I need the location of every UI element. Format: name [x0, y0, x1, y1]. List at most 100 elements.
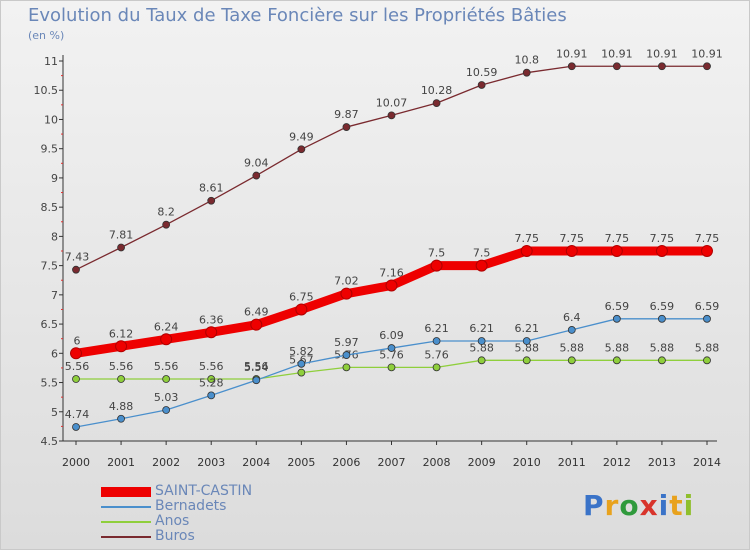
data-point-bernadets-0 [72, 423, 80, 431]
y-tick-label-3: 6 [51, 347, 58, 360]
data-label-anos-4: 5.56 [244, 360, 269, 373]
data-label-buros-5: 9.49 [289, 130, 314, 143]
data-point-bernadets-2 [162, 406, 171, 414]
data-label-buros-7: 10.07 [376, 96, 408, 109]
data-point-buros-13 [658, 62, 666, 71]
y-tick-label-1: 5 [51, 406, 58, 419]
data-point-saint-castin-9 [475, 259, 488, 272]
data-label-bernadets-13: 6.59 [650, 300, 675, 313]
data-label-bernadets-4: 5.54 [244, 361, 269, 374]
data-label-saint-castin-5: 6.75 [289, 290, 314, 303]
data-point-buros-2 [162, 220, 171, 229]
data-point-buros-14 [703, 62, 711, 71]
data-label-anos-0: 5.56 [65, 360, 90, 373]
logo-letter: i [658, 489, 670, 522]
data-point-anos-9 [477, 356, 486, 365]
data-point-saint-castin-6 [340, 287, 353, 300]
data-label-bernadets-1: 4.88 [109, 400, 134, 413]
data-label-saint-castin-4: 6.49 [244, 306, 269, 319]
data-point-saint-castin-3 [205, 326, 218, 339]
data-point-bernadets-7 [387, 344, 396, 352]
data-point-buros-3 [207, 196, 216, 205]
data-label-anos-8: 5.76 [424, 348, 449, 361]
y-tick-label-5: 7 [51, 289, 58, 302]
x-tick-label-1: 2001 [107, 456, 135, 469]
data-point-anos-5 [297, 368, 306, 377]
data-point-bernadets-1 [117, 414, 125, 423]
data-label-bernadets-5: 5.82 [289, 345, 314, 358]
logo-letter: i [683, 489, 695, 522]
x-tick-label-13: 2013 [648, 456, 676, 469]
data-point-anos-13 [658, 356, 666, 365]
data-point-saint-castin-13 [655, 245, 668, 257]
legend-item-anos: Anos [101, 513, 321, 530]
legend-swatch-anos [101, 521, 151, 523]
data-label-buros-1: 7.81 [109, 228, 134, 241]
data-point-buros-10 [522, 68, 531, 77]
logo-letter: r [604, 489, 620, 522]
y-tick-label-11: 10 [44, 113, 58, 126]
data-point-saint-castin-0 [70, 347, 82, 360]
y-tick-label-4: 6.5 [41, 318, 59, 331]
data-label-bernadets-10: 6.21 [514, 322, 539, 335]
data-point-buros-4 [252, 171, 261, 180]
data-label-buros-6: 9.87 [334, 108, 359, 121]
data-label-buros-10: 10.8 [514, 54, 539, 67]
data-label-buros-11: 10.91 [556, 47, 588, 60]
data-point-saint-castin-14 [701, 245, 713, 257]
data-label-anos-10: 5.88 [514, 341, 539, 354]
data-label-bernadets-0: 4.74 [65, 408, 90, 421]
data-label-saint-castin-0: 6 [74, 334, 81, 347]
data-label-buros-2: 8.2 [157, 206, 175, 219]
data-point-saint-castin-11 [565, 245, 578, 257]
x-tick-label-5: 2005 [287, 456, 315, 469]
data-point-buros-0 [72, 265, 80, 274]
data-point-bernadets-6 [342, 351, 351, 359]
x-tick-label-4: 2004 [242, 456, 270, 469]
data-point-bernadets-3 [207, 391, 216, 400]
legend-item-saint-castin: SAINT-CASTIN [101, 483, 321, 500]
legend-swatch-saint-castin [101, 487, 151, 497]
legend-label-anos: Anos [155, 513, 190, 529]
data-point-anos-6 [342, 363, 351, 372]
data-label-saint-castin-9: 7.5 [473, 247, 491, 260]
data-point-saint-castin-10 [520, 245, 533, 257]
data-label-anos-14: 5.88 [695, 341, 720, 354]
data-label-saint-castin-8: 7.5 [428, 247, 446, 260]
data-point-saint-castin-8 [430, 259, 443, 272]
data-label-saint-castin-12: 7.75 [605, 232, 630, 245]
data-label-buros-13: 10.91 [646, 47, 678, 60]
data-label-bernadets-2: 5.03 [154, 391, 179, 404]
data-label-saint-castin-6: 7.02 [334, 275, 359, 288]
data-label-bernadets-3: 5.28 [199, 376, 224, 389]
proxiti-logo: Proxiti [583, 489, 694, 522]
y-tick-label-0: 4.5 [41, 435, 59, 448]
logo-letter: P [583, 489, 605, 522]
data-label-anos-12: 5.88 [605, 341, 630, 354]
data-label-buros-8: 10.28 [421, 84, 453, 97]
y-tick-label-2: 5.5 [41, 377, 59, 390]
data-point-bernadets-4 [252, 376, 261, 385]
data-point-saint-castin-2 [160, 333, 173, 346]
data-label-bernadets-6: 5.97 [334, 336, 359, 349]
data-point-saint-castin-5 [295, 303, 308, 316]
legend-item-bernadets: Bernadets [101, 498, 321, 515]
legend-item-buros: Buros [101, 528, 321, 545]
y-tick-label-10: 9.5 [41, 143, 59, 156]
data-point-anos-12 [612, 356, 621, 365]
data-point-saint-castin-1 [115, 340, 128, 353]
y-tick-label-6: 7.5 [41, 260, 59, 273]
data-point-saint-castin-7 [385, 279, 398, 292]
x-tick-label-7: 2007 [378, 456, 406, 469]
data-point-bernadets-5 [297, 359, 306, 368]
data-point-anos-2 [162, 375, 171, 383]
data-label-buros-4: 9.04 [244, 157, 269, 170]
data-label-saint-castin-13: 7.75 [650, 232, 675, 245]
data-label-anos-9: 5.88 [469, 341, 494, 354]
y-tick-label-7: 8 [51, 230, 58, 243]
data-label-buros-0: 7.43 [65, 251, 90, 264]
legend-label-saint-castin: SAINT-CASTIN [155, 483, 253, 499]
data-point-buros-7 [387, 111, 396, 120]
